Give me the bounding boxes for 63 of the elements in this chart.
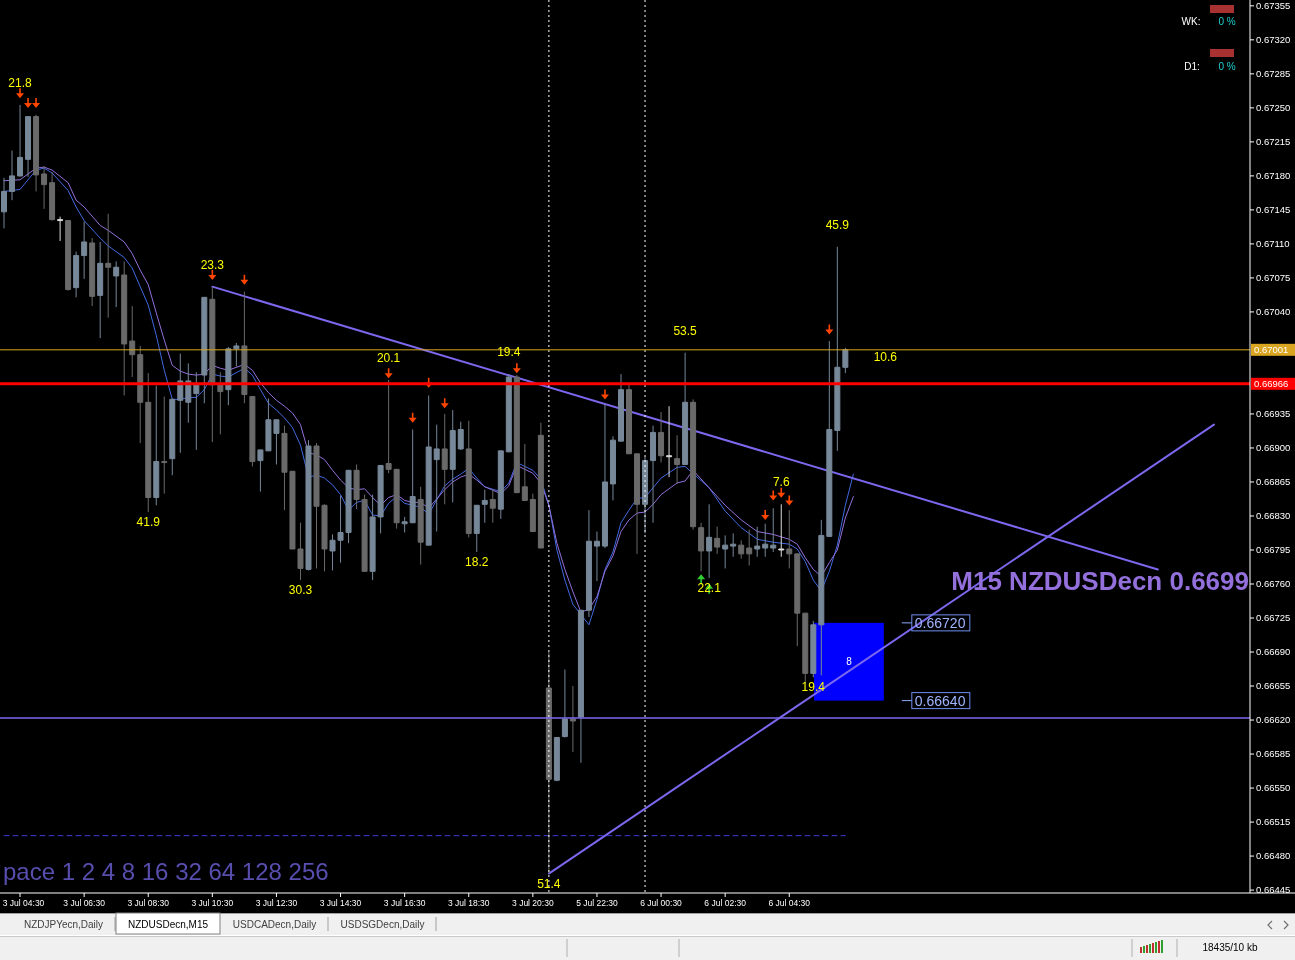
annotation: pace 1 2 4 8 16 32 64 128 256 [3,858,329,885]
y-tick-label: 0.66585 [1256,748,1291,760]
annotation: 8 [846,656,853,668]
annotation: D1: [1184,61,1200,72]
text: 41.9 [136,515,160,530]
y-tick-label: 0.66690 [1256,646,1291,658]
text: NZDUSDecn,M15 [127,919,209,930]
y-tick-label: 0.67355 [1256,0,1291,12]
y-tick-label: 0.66830 [1256,510,1291,522]
text: 7.6 [772,475,790,490]
x-tick-label: 6 Jul 00:30 [640,898,683,908]
y-tick-label: 0.66725 [1256,612,1291,624]
y-tick-label: 0.67075 [1256,272,1291,284]
y-tick-label: 0.66655 [1256,680,1291,692]
y-tick-label: 0.66515 [1256,816,1291,828]
ref-line-label: 0.66966 [1254,378,1289,390]
x-tick-label: 3 Jul 12:30 [255,898,298,908]
text: 18.2 [465,554,489,569]
x-tick-label: 3 Jul 10:30 [191,898,234,908]
x-tick-label: 3 Jul 16:30 [383,898,426,908]
text: USDCADecn,Daily [232,919,317,930]
y-tick-label: 0.67285 [1256,68,1291,80]
text: 10.6 [873,349,898,364]
y-tick-label: 0.66900 [1256,442,1291,454]
annotation: WK: [1181,16,1201,27]
text: 18435/10 kb [1202,942,1258,953]
y-tick-label: 0.66795 [1256,544,1291,556]
text: 20.1 [376,350,401,365]
y-tick-label: 0.66480 [1256,850,1291,862]
y-tick-label: 0.67110 [1256,238,1290,250]
text: 30.3 [288,583,313,598]
y-tick-label: 0.66620 [1256,714,1291,726]
x-tick-label: 3 Jul 08:30 [127,898,170,908]
x-tick-label: 3 Jul 18:30 [447,898,490,908]
y-tick-label: 0.66935 [1256,408,1291,420]
annotation: 0.66640 [914,692,966,709]
annotation: 0 % [1218,16,1236,27]
ref-line-label: 0.67001 [1254,344,1289,356]
x-tick-label: 6 Jul 02:30 [704,898,747,908]
y-tick-label: 0.67040 [1256,306,1291,318]
y-tick-label: 0.66550 [1256,782,1291,794]
text: 51.4 [537,876,561,891]
y-tick-label: 0.67320 [1256,34,1291,46]
annotation: 0 % [1218,61,1236,72]
y-tick-label: 0.67145 [1256,204,1291,216]
text: NZDJPYecn,Daily [23,919,104,930]
y-tick-label: 0.66865 [1256,476,1291,488]
y-tick-label: 0.66760 [1256,578,1291,590]
text: 23.3 [200,257,225,272]
x-tick-label: 3 Jul 20:30 [512,898,554,908]
text: 21.8 [8,75,32,90]
y-tick-label: 0.67180 [1256,170,1291,182]
y-tick-label: 0.66445 [1256,884,1291,896]
x-tick-label: 6 Jul 04:30 [768,898,811,908]
text: 53.5 [673,323,697,338]
y-tick-label: 0.67250 [1256,102,1291,114]
x-tick-label: 5 Jul 22:30 [576,898,619,908]
x-tick-label: 3 Jul 04:30 [2,898,45,908]
y-tick-label: 0.67215 [1256,136,1291,148]
x-tick-label: 3 Jul 06:30 [63,898,106,908]
text: USDSGDecn,Daily [340,919,425,930]
x-tick-label: 3 Jul 14:30 [319,898,362,908]
text: 45.9 [825,217,850,232]
